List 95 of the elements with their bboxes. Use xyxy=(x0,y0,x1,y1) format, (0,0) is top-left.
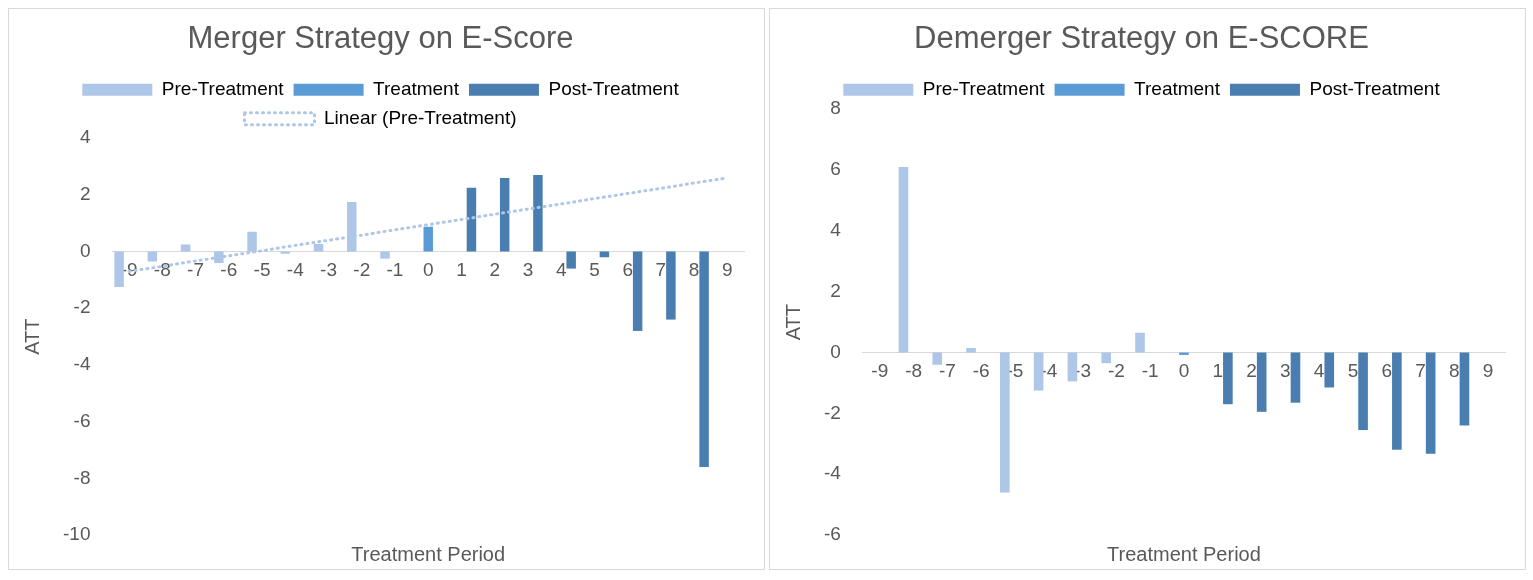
y-tick-label: 2 xyxy=(79,183,91,205)
bar xyxy=(1392,352,1402,450)
legend-label: Pre-Treatment xyxy=(161,77,285,99)
x-axis-title: Treatment Period xyxy=(1107,542,1261,565)
bar xyxy=(499,177,510,252)
bar xyxy=(1223,352,1233,405)
y-tick-label: 0 xyxy=(79,239,91,261)
bar xyxy=(380,251,390,259)
y-tick-label: -6 xyxy=(823,523,841,545)
bar xyxy=(114,251,124,287)
y-tick-label: 4 xyxy=(830,219,842,241)
bar xyxy=(666,251,676,320)
bar xyxy=(932,352,943,365)
y-tick-label: 8 xyxy=(830,97,841,119)
bar xyxy=(313,243,324,252)
x-tick-label: 5 xyxy=(589,259,600,281)
y-tick-label: -10 xyxy=(62,523,91,545)
x-tick-label: -1 xyxy=(1141,360,1159,382)
x-tick-label: 3 xyxy=(522,259,534,281)
x-tick-label: 1 xyxy=(1212,360,1224,382)
bar xyxy=(898,166,909,353)
bar xyxy=(699,251,709,467)
bar xyxy=(347,201,357,252)
bar xyxy=(180,244,191,252)
y-tick-label: 6 xyxy=(830,158,841,180)
legend-label: Linear (Pre-Treatment) xyxy=(323,106,517,128)
x-tick-label: 1 xyxy=(456,259,467,281)
x-tick-label: -3 xyxy=(320,259,337,281)
legend-label: Treatment xyxy=(1134,77,1221,99)
bar xyxy=(1358,352,1368,431)
x-tick-label: -2 xyxy=(1107,360,1125,382)
bar xyxy=(533,175,543,252)
x-tick-label: 2 xyxy=(489,259,500,281)
x-tick-label: -3 xyxy=(1074,360,1092,382)
x-tick-label: -8 xyxy=(153,259,171,281)
x-tick-label: 6 xyxy=(622,259,633,281)
bar xyxy=(1067,352,1078,382)
chart-title: Merger Strategy on E-Score xyxy=(187,20,574,56)
y-tick-label: -2 xyxy=(73,296,91,318)
legend-label: Post-Treatment xyxy=(548,77,680,99)
x-tick-label: 8 xyxy=(688,259,700,281)
x-tick-label: -7 xyxy=(938,360,956,382)
x-tick-label: 4 xyxy=(555,259,567,281)
y-tick-label: -4 xyxy=(823,462,842,484)
x-tick-label: -9 xyxy=(871,360,889,382)
x-tick-label: 9 xyxy=(1482,360,1494,382)
x-tick-label: -4 xyxy=(286,259,305,281)
bar xyxy=(1033,352,1044,391)
bar xyxy=(1290,352,1301,403)
bar xyxy=(1000,352,1010,493)
y-tick-label: -6 xyxy=(73,409,91,431)
y-axis-title: ATT xyxy=(781,303,804,341)
bar xyxy=(466,187,477,252)
x-tick-label: 3 xyxy=(1280,360,1291,382)
bar xyxy=(632,251,643,331)
legend-label: Treatment xyxy=(373,77,460,99)
bar xyxy=(1425,352,1436,454)
x-tick-label: -1 xyxy=(386,259,404,281)
x-tick-label: -5 xyxy=(1006,360,1024,382)
bar xyxy=(1135,332,1145,353)
x-tick-label: -7 xyxy=(187,259,205,281)
y-axis-title: ATT xyxy=(20,318,43,355)
x-tick-label: 5 xyxy=(1347,360,1359,382)
bar xyxy=(423,226,433,252)
legend-label: Post-Treatment xyxy=(1309,77,1441,99)
x-tick-label: 4 xyxy=(1313,360,1325,382)
x-tick-label: 9 xyxy=(722,259,733,281)
y-tick-label: -8 xyxy=(73,466,91,488)
x-tick-label: -8 xyxy=(905,360,923,382)
bar xyxy=(1324,352,1335,388)
x-tick-label: 0 xyxy=(1178,360,1190,382)
legend-label: Pre-Treatment xyxy=(922,77,1046,99)
x-tick-label: 2 xyxy=(1246,360,1257,382)
bar xyxy=(566,251,576,269)
bar xyxy=(1256,352,1267,412)
x-tick-label: -5 xyxy=(253,259,271,281)
x-tick-label: 7 xyxy=(1415,360,1426,382)
x-axis-title: Treatment Period xyxy=(351,542,506,565)
x-tick-label: 7 xyxy=(655,259,667,281)
x-tick-label: 0 xyxy=(422,259,434,281)
x-tick-label: -6 xyxy=(220,259,238,281)
y-tick-label: 0 xyxy=(830,340,841,362)
y-tick-label: 2 xyxy=(830,279,841,301)
x-tick-label: -6 xyxy=(972,360,990,382)
x-tick-label: 6 xyxy=(1381,360,1393,382)
bar xyxy=(247,231,257,252)
bar xyxy=(1101,352,1112,364)
bar xyxy=(1459,352,1470,426)
x-tick-label: -4 xyxy=(1040,360,1058,382)
bar xyxy=(966,347,976,353)
chart-title: Demerger Strategy on E-SCORE xyxy=(914,20,1369,56)
y-tick-label: 4 xyxy=(79,126,91,148)
x-tick-label: 8 xyxy=(1449,360,1460,382)
y-tick-label: -2 xyxy=(823,401,841,423)
x-tick-label: -2 xyxy=(353,259,371,281)
